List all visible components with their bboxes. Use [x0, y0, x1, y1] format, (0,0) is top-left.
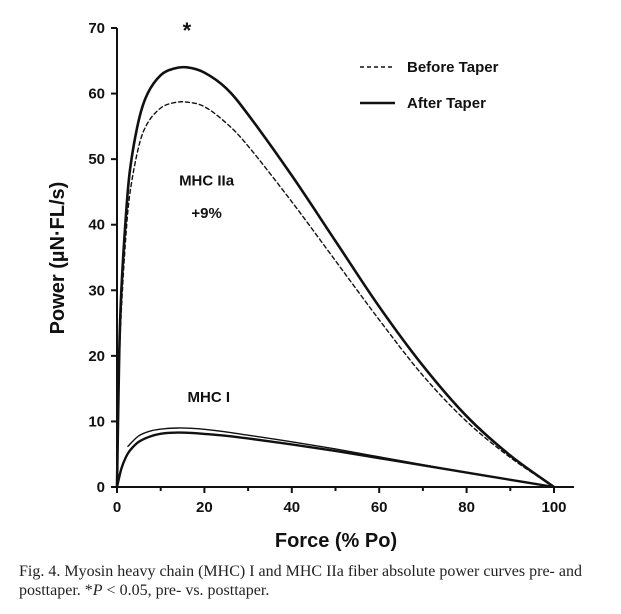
x-tick-label: 60	[371, 499, 388, 516]
ticks: 0 10 20 30 40 50 60 70 0 20 40 60 80 100	[88, 20, 566, 516]
y-tick-label: 50	[88, 151, 105, 168]
figure-caption: Fig. 4. Myosin heavy chain (MHC) I and M…	[19, 562, 614, 600]
x-tick-label: 0	[113, 499, 121, 516]
y-axis-title: Power (µN·FL/s)	[47, 182, 69, 335]
mhc-i-after-taper-line	[115, 431, 556, 489]
axes	[116, 28, 574, 488]
x-tick-label: 80	[458, 499, 475, 516]
y-tick-label: 70	[88, 20, 105, 37]
x-tick-label: 20	[196, 499, 213, 516]
y-tick-label: 20	[88, 348, 105, 365]
caption-suffix: < 0.05, pre- vs. posttaper.	[102, 582, 270, 599]
mhc-iia-before-taper-line	[116, 101, 555, 488]
plot-lines	[115, 65, 556, 489]
legend-label-before-taper: Before Taper	[407, 59, 499, 76]
annotation-9: +9%	[191, 205, 221, 222]
annotations: * MHC IIa +9% MHC I	[179, 18, 235, 406]
y-tick-label: 60	[88, 86, 105, 103]
y-tick-label: 0	[97, 479, 105, 496]
power-force-chart: 0 10 20 30 40 50 60 70 0 20 40 60 80 100 * MHC IIa +9% M…	[47, 18, 574, 552]
y-tick-label: 40	[88, 217, 105, 234]
mhc-iia-after-taper-line	[115, 65, 556, 489]
caption-italic: P	[92, 582, 103, 599]
y-tick-label: 30	[88, 282, 105, 299]
annotation-mhc-i: MHC I	[188, 389, 231, 406]
significance-star: *	[183, 18, 192, 43]
y-tick-label: 10	[88, 413, 105, 430]
x-axis-title: Force (% Po)	[275, 530, 397, 552]
x-tick-label: 40	[283, 499, 300, 516]
caption-prefix: Fig. 4. Myosin heavy chain (MHC) I and M…	[19, 563, 582, 599]
legend-label-after-taper: After Taper	[407, 95, 486, 112]
annotation-mhc-iia: MHC IIa	[179, 172, 235, 189]
legend: Before Taper After Taper	[360, 59, 499, 112]
x-tick-label: 100	[541, 499, 566, 516]
